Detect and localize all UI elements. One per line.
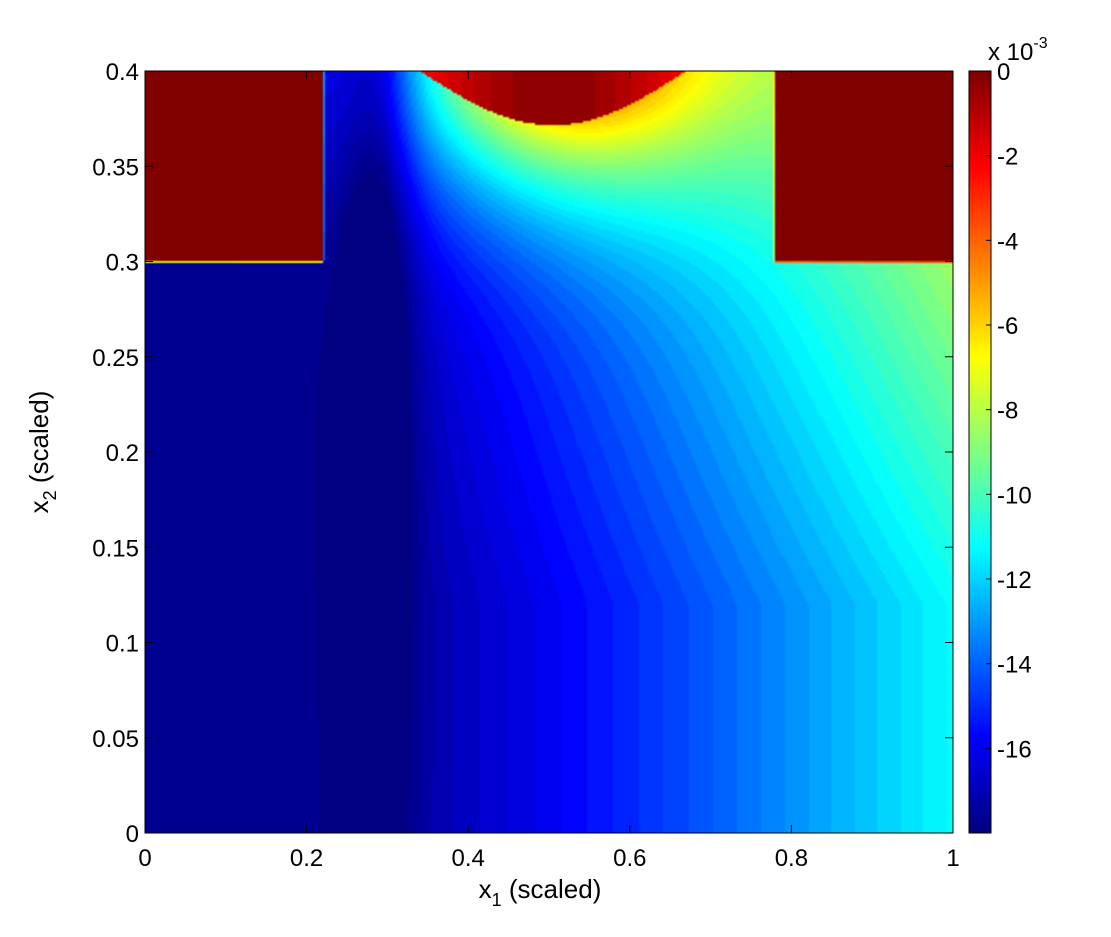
- y-tick-label: 0.25: [92, 345, 139, 372]
- y-tick-label: 0.4: [106, 59, 139, 86]
- x-tick-label: 0.8: [775, 845, 808, 872]
- x-axis-label: x1 (scaled): [479, 874, 602, 910]
- y-tick-label: 0.05: [92, 726, 139, 753]
- y-axis-ticks: 0 0.05 0.1 0.15 0.2 0.25 0.3 0.35 0.4: [92, 59, 953, 848]
- colorbar-exponent-label: x 10-3: [988, 35, 1048, 66]
- colorbar-tick-label: -12: [997, 567, 1032, 594]
- colorbar-tick-label: -10: [997, 482, 1032, 509]
- y-tick-label: 0.1: [106, 631, 139, 658]
- x-tick-label: 1: [946, 845, 959, 872]
- y-tick-label: 0.3: [106, 250, 139, 277]
- colorbar-tick-label: -2: [997, 144, 1018, 171]
- colorbar-tick-label: -4: [997, 228, 1018, 255]
- colorbar-frame: [968, 70, 992, 834]
- y-tick-label: 0.35: [92, 154, 139, 181]
- colorbar-tick-label: -16: [997, 736, 1032, 763]
- y-tick-label: 0: [126, 821, 139, 848]
- colorbar: [969, 71, 991, 833]
- x-tick-label: 0.6: [613, 845, 646, 872]
- x-tick-label: 0.4: [452, 845, 485, 872]
- y-tick-label: 0.2: [106, 440, 139, 467]
- colorbar-tick-label: -8: [997, 398, 1018, 425]
- colorbar-tick-label: -6: [997, 313, 1018, 340]
- heatmap-image: [145, 71, 953, 833]
- x-tick-label: 0.2: [290, 845, 323, 872]
- colorbar-tick-label: 0: [997, 59, 1010, 86]
- x-axis-ticks: 0 0.2 0.4 0.6 0.8 1: [138, 71, 960, 872]
- x-tick-label: 0: [138, 845, 151, 872]
- colorbar-tick-label: -14: [997, 652, 1032, 679]
- y-axis-label: x2 (scaled): [24, 391, 60, 514]
- y-tick-label: 0.15: [92, 535, 139, 562]
- colorbar-ticks: 0 -2 -4 -6 -8 -10 -12 -14 -16: [986, 59, 1032, 763]
